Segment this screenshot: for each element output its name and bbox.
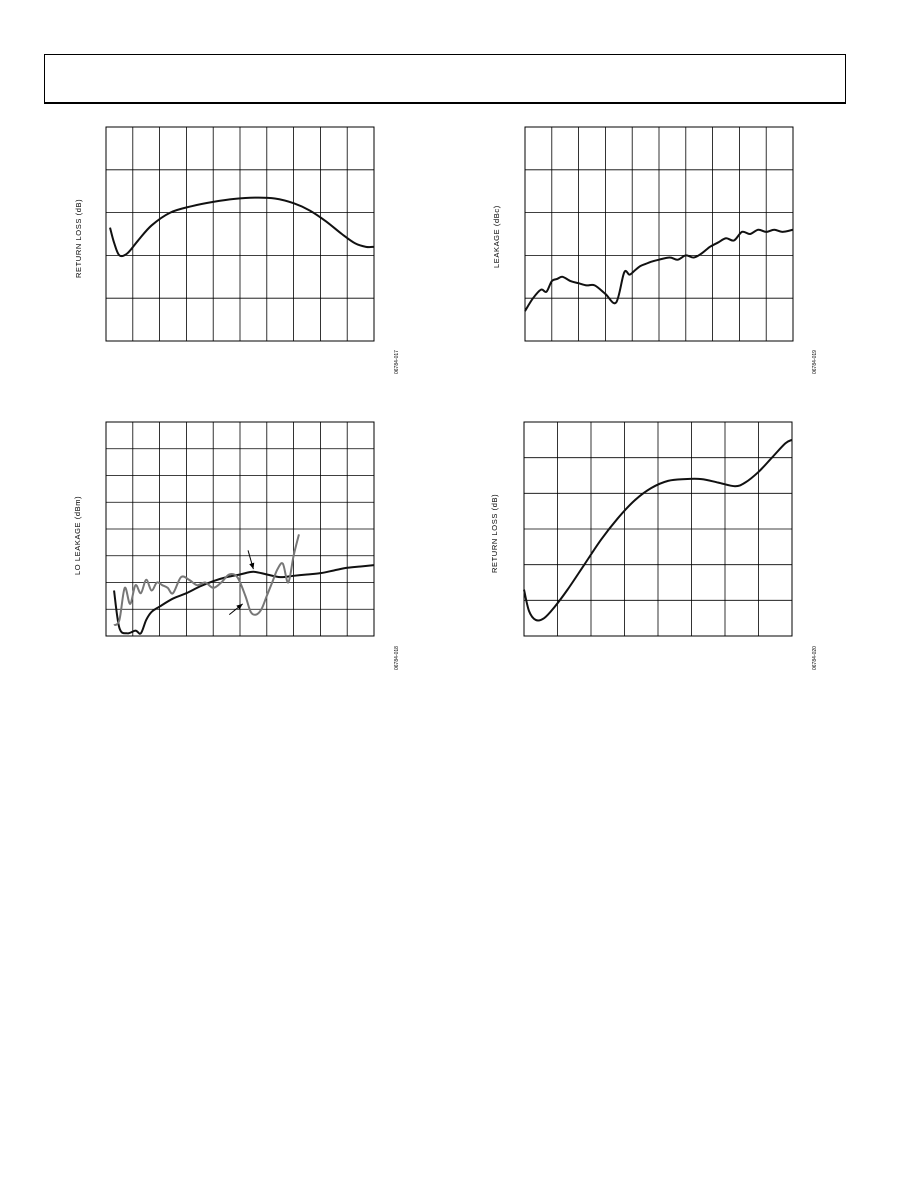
chart-3-y-axis-label: LO LEAKAGE (dBm) [73,495,82,575]
chart-return-loss-top: RETURN LOSS (dB) 06784-017 [60,118,420,378]
chart-2-plot-frame [524,126,794,342]
chart-1-series-1-line [109,196,375,258]
chart-1-grid [106,127,374,341]
chart-4-plot-frame [523,421,793,637]
chart-3-annotation-arrow-2 [228,603,243,615]
chart-leakage-top: LEAKAGE (dBc) 06784-019 [480,118,840,378]
chart-2-plot [524,126,794,342]
chart-3-figure-code: 06784-018 [394,646,400,670]
page-header-box [44,54,846,104]
chart-4-figure-code: 06784-020 [812,646,818,670]
chart-3-annotation-arrow-1 [247,550,255,570]
chart-3-plot [105,421,375,637]
chart-3-plot-frame [105,421,375,637]
chart-lo-leakage: LO LEAKAGE (dBm) 06784-018 [60,413,420,675]
chart-1-y-axis-label: RETURN LOSS (dB) [74,198,83,278]
chart-1-figure-code: 06784-017 [394,350,400,374]
chart-4-y-axis-label: RETURN LOSS (dB) [490,493,499,573]
chart-2-grid [525,127,793,341]
chart-1-plot [105,126,375,342]
chart-1-plot-frame [105,126,375,342]
chart-2-figure-code: 06784-019 [812,350,818,374]
chart-4-grid [524,422,792,636]
chart-return-loss-bottom: RETURN LOSS (dB) 06784-020 [480,413,840,675]
chart-2-series-1-line [524,228,794,312]
chart-3-series-2-line [113,534,300,627]
chart-3-grid [106,422,374,636]
chart-3-series-1-line [113,564,375,635]
chart-4-series-1-line [523,438,793,622]
chart-2-y-axis-label: LEAKAGE (dBc) [492,205,501,268]
chart-4-plot [523,421,793,637]
